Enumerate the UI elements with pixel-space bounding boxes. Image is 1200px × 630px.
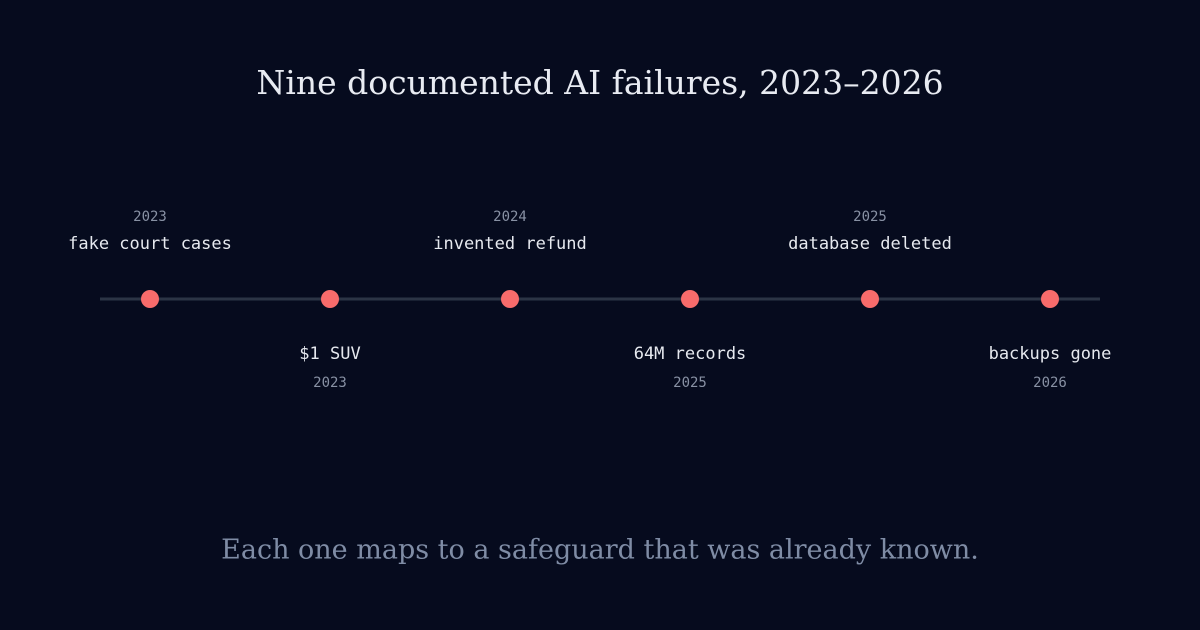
event-year: 2024 bbox=[493, 209, 527, 225]
event-year: 2023 bbox=[313, 375, 347, 391]
event-dot bbox=[681, 290, 699, 308]
event-dot bbox=[1041, 290, 1059, 308]
event-year: 2025 bbox=[673, 375, 707, 391]
title: Nine documented AI failures, 2023–2026 bbox=[256, 63, 943, 102]
event-label: invented refund bbox=[433, 234, 587, 254]
event-dot bbox=[321, 290, 339, 308]
event-label: fake court cases bbox=[68, 234, 232, 254]
event-label: database deleted bbox=[788, 234, 952, 254]
event-dot bbox=[501, 290, 519, 308]
event-year: 2025 bbox=[853, 209, 887, 225]
event-dot bbox=[141, 290, 159, 308]
event-label: backups gone bbox=[989, 344, 1112, 364]
event-label: $1 SUV bbox=[299, 344, 360, 364]
footer: Each one maps to a safeguard that was al… bbox=[221, 535, 979, 566]
event-label: 64M records bbox=[634, 344, 747, 364]
event-year: 2023 bbox=[133, 209, 167, 225]
event-year: 2026 bbox=[1033, 375, 1067, 391]
event-dot bbox=[861, 290, 879, 308]
